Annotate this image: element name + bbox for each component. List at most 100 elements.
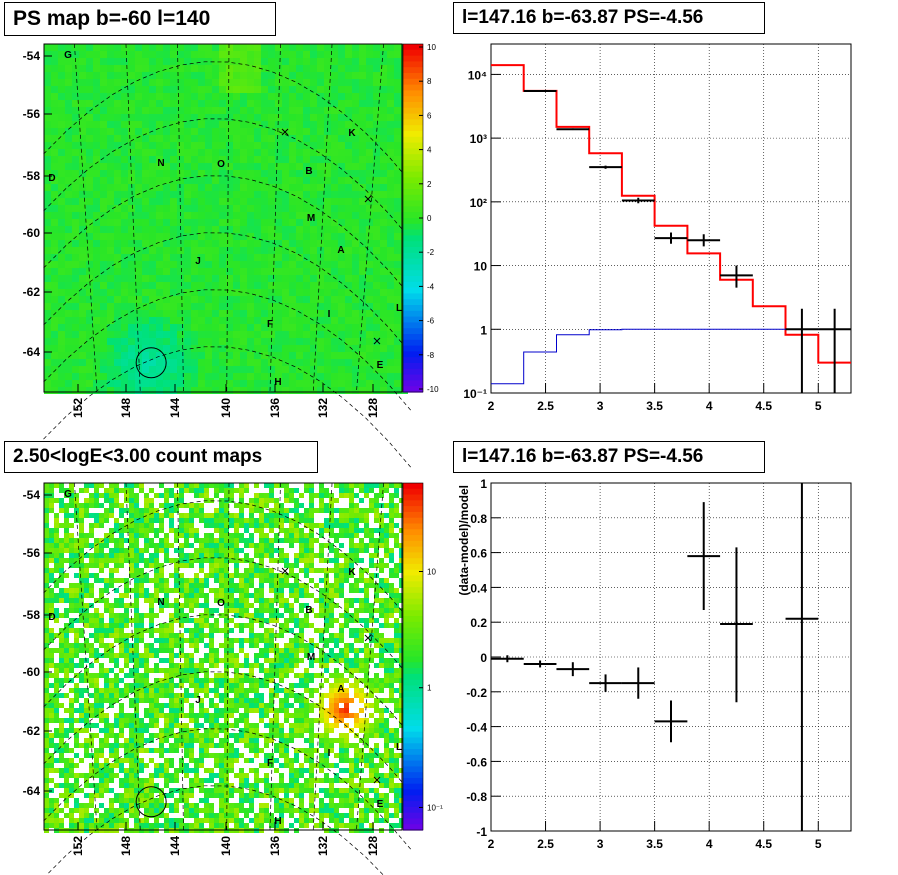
map-pixel [352,317,359,324]
map-pixel [294,633,299,638]
map-pixel [114,352,121,359]
count-pixel-empty [344,543,349,548]
count-pixel-empty [249,553,254,558]
map-pixel [79,488,84,493]
map-pixel [124,483,129,488]
map-pixel [240,366,247,373]
map-pixel [331,352,338,359]
count-pixel-empty [334,623,339,628]
map-pixel [234,553,239,558]
map-pixel [142,352,149,359]
map-pixel [344,623,349,628]
map-pixel [65,303,72,310]
map-pixel [234,603,239,608]
colorbar-tick-label: -6 [427,317,435,326]
lat-tick-label: -58 [23,169,41,183]
map-pixel [198,65,205,72]
map-pixel [324,198,331,205]
colorbar-tick-label: -2 [427,248,435,257]
map-pixel [191,149,198,156]
count-pixel-empty [204,563,209,568]
map-pixel [314,583,319,588]
map-pixel [296,198,303,205]
map-pixel [279,528,284,533]
map-pixel [121,310,128,317]
colorbar-step [403,258,423,265]
map-pixel [331,212,338,219]
count-pixel-empty [279,608,284,613]
map-pixel [310,268,317,275]
map-pixel [359,352,366,359]
map-pixel [296,184,303,191]
map-pixel [349,553,354,558]
count-pixel-empty [189,568,194,573]
map-pixel [384,613,389,618]
map-pixel [191,58,198,65]
map-pixel [212,219,219,226]
map-pixel [387,177,394,184]
count-pixel-empty [119,483,124,488]
map-pixel [107,268,114,275]
map-pixel [93,121,100,128]
source-x-mark [281,128,289,136]
map-pixel [268,317,275,324]
map-pixel [233,205,240,212]
map-pixel [338,107,345,114]
map-pixel [324,282,331,289]
count-pixel-empty [269,533,274,538]
count-pixel-empty [169,538,174,543]
colorbar-step [403,84,423,91]
map-pixel [303,191,310,198]
map-pixel [205,387,212,394]
map-pixel [219,72,226,79]
count-pixel-empty [309,573,314,578]
map-pixel [309,513,314,518]
map-pixel [44,331,51,338]
map-pixel [205,226,212,233]
count-pixel-empty [239,563,244,568]
count-pixel-empty [59,528,64,533]
map-pixel [149,226,156,233]
map-pixel [338,261,345,268]
map-pixel [134,553,139,558]
map-pixel [324,613,329,618]
count-pixel-empty [379,618,384,623]
map-pixel [279,508,284,513]
map-pixel [233,135,240,142]
map-pixel [380,226,387,233]
count-pixel-empty [84,548,89,553]
map-pixel [114,324,121,331]
map-pixel [51,338,58,345]
map-pixel [191,121,198,128]
map-pixel [86,114,93,121]
map-pixel [74,598,79,603]
count-pixel-empty [119,608,124,613]
map-pixel [224,573,229,578]
map-pixel [212,205,219,212]
map-pixel [49,498,54,503]
map-pixel [212,268,219,275]
map-pixel [99,623,104,628]
map-pixel [268,198,275,205]
map-pixel [79,58,86,65]
map-pixel [254,163,261,170]
map-pixel [374,608,379,613]
map-pixel [114,205,121,212]
map-pixel [226,219,233,226]
map-pixel [261,268,268,275]
count-pixel-empty [169,598,174,603]
map-pixel [275,331,282,338]
map-pixel [49,503,54,508]
map-pixel [44,121,51,128]
map-pixel [226,387,233,394]
map-pixel [345,135,352,142]
map-pixel [394,618,399,623]
map-pixel [100,275,107,282]
map-pixel [209,513,214,518]
map-pixel [299,618,304,623]
map-pixel [289,121,296,128]
map-pixel [254,338,261,345]
map-pixel [249,633,254,638]
count-pixel-empty [179,628,184,633]
map-pixel [51,219,58,226]
